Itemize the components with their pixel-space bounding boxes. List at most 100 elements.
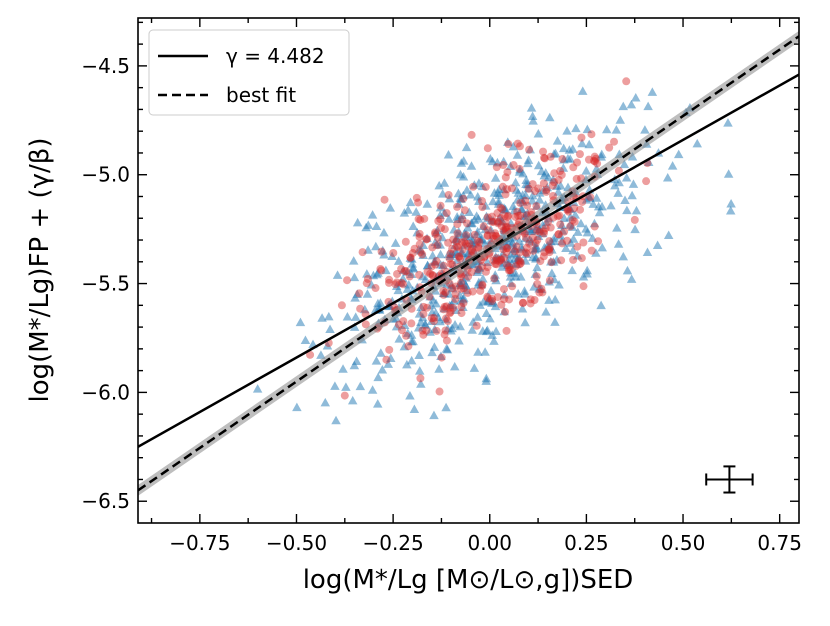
data-point-circles xyxy=(452,242,461,251)
data-point-circles xyxy=(523,201,532,210)
data-point-circles xyxy=(483,263,492,272)
data-point-circles xyxy=(535,288,544,297)
data-point-circles xyxy=(502,248,511,257)
data-point-triangles xyxy=(663,230,674,240)
data-point-circles xyxy=(422,235,431,244)
data-point-circles xyxy=(439,261,448,270)
data-point-triangles xyxy=(435,210,445,219)
data-point-circles xyxy=(566,222,575,231)
data-point-triangles xyxy=(596,152,606,161)
data-point-circles xyxy=(546,223,555,232)
data-point-circles xyxy=(584,155,593,164)
data-point-triangles xyxy=(366,280,377,289)
data-point-triangles xyxy=(498,156,509,166)
data-point-circles xyxy=(452,237,461,246)
data-point-circles xyxy=(418,250,427,259)
data-point-circles xyxy=(578,197,587,206)
data-point-triangles xyxy=(577,138,587,148)
data-point-triangles xyxy=(615,115,626,124)
data-point-triangles xyxy=(525,226,536,236)
data-point-circles xyxy=(337,301,346,310)
data-point-triangles xyxy=(498,258,508,267)
data-point-circles xyxy=(503,185,512,194)
data-point-triangles xyxy=(341,382,351,391)
data-point-triangles xyxy=(518,197,528,206)
data-point-circles xyxy=(491,231,500,240)
data-point-circles xyxy=(460,206,469,215)
data-point-triangles xyxy=(520,233,531,243)
data-point-triangles xyxy=(554,280,564,289)
data-point-triangles xyxy=(597,242,607,252)
data-point-circles xyxy=(477,196,486,205)
data-point-circles xyxy=(591,154,600,163)
data-point-triangles xyxy=(631,205,642,215)
data-point-triangles xyxy=(582,124,593,134)
data-point-triangles xyxy=(408,262,418,272)
data-point-circles xyxy=(499,295,508,304)
data-point-circles xyxy=(478,203,487,212)
data-point-circles xyxy=(494,219,503,228)
data-point-circles xyxy=(407,319,416,328)
data-point-circles xyxy=(371,284,380,293)
data-point-triangles xyxy=(347,395,358,405)
data-point-triangles xyxy=(371,241,381,251)
data-point-triangles xyxy=(490,273,500,282)
data-point-circles xyxy=(393,269,402,278)
data-point-triangles xyxy=(405,197,416,207)
data-point-circles xyxy=(468,287,477,296)
data-point-triangles xyxy=(317,313,327,322)
data-point-triangles xyxy=(567,265,577,275)
data-point-triangles xyxy=(552,136,563,145)
data-point-circles xyxy=(522,243,531,252)
data-point-triangles xyxy=(402,359,412,369)
data-point-circles xyxy=(389,248,398,257)
x-tick-label: −0.75 xyxy=(169,531,230,555)
data-point-triangles xyxy=(443,150,454,159)
data-point-triangles xyxy=(404,279,414,289)
data-point-circles xyxy=(449,303,458,312)
data-point-circles xyxy=(441,288,450,297)
data-point-triangles xyxy=(481,326,492,336)
legend-label-gamma: γ = 4.482 xyxy=(226,44,325,68)
data-point-triangles xyxy=(537,220,548,229)
data-point-circles xyxy=(529,246,538,255)
data-point-circles xyxy=(533,279,542,288)
data-point-triangles xyxy=(550,317,560,326)
data-point-circles xyxy=(422,326,431,335)
data-point-triangles xyxy=(396,278,406,287)
data-point-triangles xyxy=(418,240,428,250)
x-axis-label: log(M*/Lg [M⊙/L⊙,g])SED xyxy=(303,565,634,595)
data-point-triangles xyxy=(452,233,462,243)
data-point-triangles xyxy=(473,192,483,201)
data-point-triangles xyxy=(474,178,484,187)
data-point-triangles xyxy=(510,177,521,187)
data-point-triangles xyxy=(587,233,598,242)
data-point-circles xyxy=(428,243,437,252)
data-point-triangles xyxy=(568,144,578,153)
data-point-circles xyxy=(483,231,492,240)
data-point-triangles xyxy=(399,341,410,351)
data-point-triangles xyxy=(372,269,382,279)
data-point-triangles xyxy=(626,99,637,109)
data-point-circles xyxy=(499,285,508,294)
data-point-circles xyxy=(488,212,497,221)
data-point-triangles xyxy=(526,237,537,246)
data-point-triangles xyxy=(520,256,531,265)
data-point-triangles xyxy=(441,402,451,412)
data-point-triangles xyxy=(553,187,563,196)
data-point-triangles xyxy=(458,156,469,165)
data-point-circles xyxy=(476,286,485,295)
data-point-circles xyxy=(416,248,425,257)
data-point-triangles xyxy=(342,311,353,321)
y-axis-label: log(M*/Lg)FP + (γ/β) xyxy=(25,137,55,402)
data-point-triangles xyxy=(490,254,501,264)
data-point-triangles xyxy=(414,309,425,318)
data-point-circles xyxy=(556,220,565,229)
data-point-triangles xyxy=(565,212,576,221)
data-point-circles xyxy=(501,190,510,199)
data-point-circles xyxy=(573,242,582,251)
data-point-circles xyxy=(516,199,525,208)
data-point-circles xyxy=(493,293,502,302)
data-point-triangles xyxy=(322,340,333,350)
data-point-triangles xyxy=(349,360,360,370)
